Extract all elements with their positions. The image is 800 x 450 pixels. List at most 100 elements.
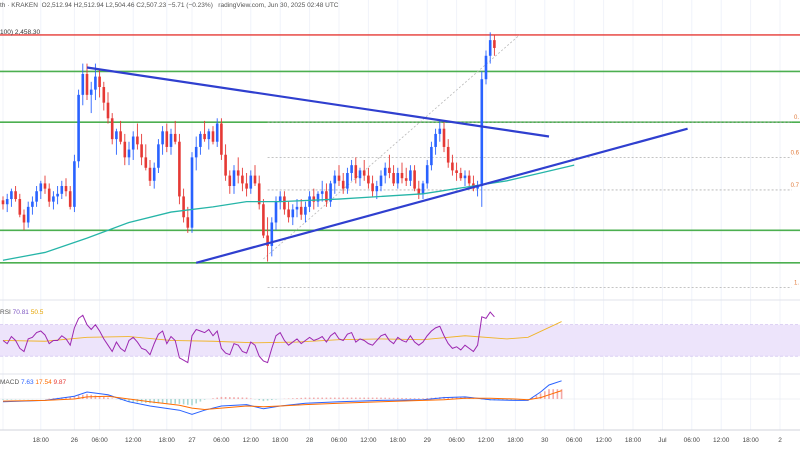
candle-up (152, 167, 156, 181)
candle-up (409, 170, 412, 181)
candle-up (278, 196, 282, 202)
trendline-lower (195, 127, 688, 264)
time-tick-label: 30 (541, 437, 549, 444)
macd-label: MACD (0, 379, 20, 386)
candles-layer (1, 32, 496, 262)
ma-legend: 100) 2,458.30 (0, 29, 41, 36)
candle-down (119, 131, 122, 142)
candle-down (220, 123, 223, 155)
fib-level-label: 1. (794, 281, 799, 287)
candle-up (81, 74, 85, 95)
candle-down (245, 183, 248, 189)
time-tick-label: 06:00 (684, 437, 701, 444)
macd-line (2, 380, 562, 415)
candle-up (270, 222, 274, 246)
candle-down (413, 170, 416, 189)
time-tick-label: 18:00 (742, 437, 759, 444)
candle-down (123, 141, 127, 158)
candle-down (18, 199, 22, 215)
candle-up (346, 172, 349, 189)
candle-up (375, 186, 379, 192)
time-tick-label: 29 (424, 437, 432, 444)
candle-up (52, 196, 55, 202)
candle-up (383, 167, 387, 176)
candle-down (144, 157, 148, 168)
candle-down (266, 235, 269, 246)
candle-up (77, 94, 80, 162)
time-tick-label: 18:00 (390, 437, 407, 444)
grid-layer (0, 0, 800, 431)
candle-down (337, 175, 341, 181)
candle-down (68, 191, 72, 207)
candle-up (421, 183, 425, 194)
candle-down (455, 170, 458, 173)
rsi-pane (0, 311, 800, 364)
candle-down (341, 180, 345, 189)
candle-up (207, 131, 211, 140)
candle-down (262, 204, 265, 236)
candle-down (1, 200, 5, 205)
rsi-legend: RSI 70.81 50.5 (0, 309, 43, 316)
time-tick-label: 06:00 (331, 437, 348, 444)
candle-down (98, 76, 101, 88)
candle-up (274, 201, 278, 223)
candle-up (308, 196, 311, 207)
candle-down (211, 131, 215, 142)
candle-down (392, 172, 395, 184)
candle-up (232, 170, 236, 187)
candle-down (404, 178, 408, 181)
rsi-signal-value: 50.5 (30, 309, 44, 316)
candle-down (257, 183, 261, 205)
macd-legend: MACD 7.63 17.54 9.87 (0, 379, 66, 386)
fib-diagonal (263, 34, 520, 260)
candle-up (329, 183, 332, 202)
candle-up (73, 161, 76, 207)
candle-up (379, 175, 383, 187)
candle-up (199, 133, 202, 147)
candle-down (283, 196, 286, 210)
time-tick-label: Jul (658, 437, 667, 444)
time-tick-label: 06:00 (91, 437, 108, 444)
candle-up (161, 131, 164, 145)
macd-signal-line (2, 390, 562, 411)
chart-header: th · KRAKEN O2,512.94 H2,512.94 L2,504.4… (0, 2, 339, 9)
candle-down (203, 133, 206, 140)
candle-down (47, 188, 51, 202)
candle-up (127, 149, 131, 158)
candle-up (5, 199, 9, 205)
levels-layer: 0. 0.6 0.7 1. (0, 34, 800, 289)
macd-signal-value: 17.54 (35, 379, 52, 386)
macd-hist-value: 9.87 (53, 379, 67, 386)
candle-down (241, 175, 244, 184)
time-tick-label: 12:00 (360, 437, 377, 444)
candle-up (291, 209, 295, 218)
candle-up (484, 55, 488, 80)
candle-up (295, 206, 299, 210)
candle-down (371, 183, 374, 192)
candle-up (94, 76, 97, 90)
candle-down (367, 175, 370, 184)
candle-down (388, 167, 391, 173)
macd-value: 7.63 (20, 379, 34, 386)
candle-down (493, 40, 496, 48)
candle-down (287, 209, 290, 218)
candle-down (182, 196, 185, 218)
macd-pane (0, 380, 800, 415)
candle-down (148, 167, 152, 181)
candle-down (400, 172, 404, 179)
candle-down (178, 141, 181, 197)
candle-down (442, 128, 446, 147)
candle-up (434, 133, 437, 147)
overlays-layer (2, 66, 688, 264)
candle-up (10, 191, 13, 200)
watermark: radingView.com, Jun 30, 2025 02:48 UTC (218, 2, 339, 9)
candle-up (480, 79, 484, 187)
time-tick-label: 18:00 (33, 437, 50, 444)
candle-up (396, 172, 400, 184)
candle-up (304, 206, 307, 215)
candle-down (85, 74, 89, 95)
candle-down (165, 131, 169, 147)
candle-up (190, 157, 194, 228)
candle-down (299, 206, 303, 215)
